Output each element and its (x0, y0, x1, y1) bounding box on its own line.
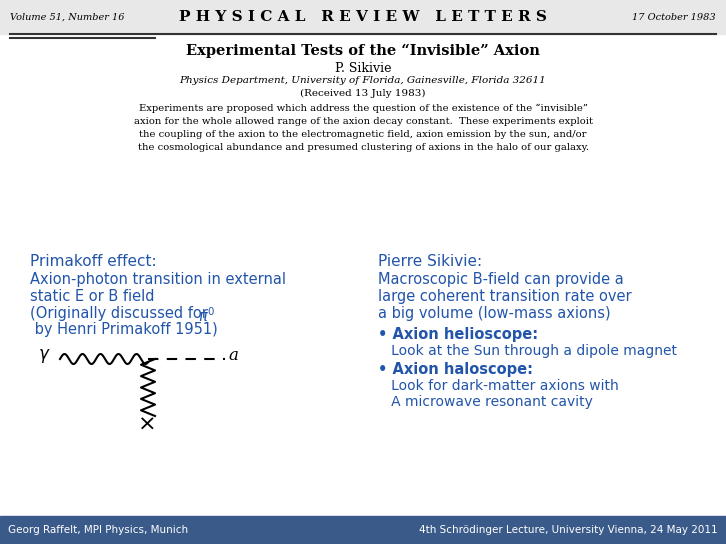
Text: Physics Department, University of Florida, Gainesville, Florida 32611: Physics Department, University of Florid… (179, 76, 547, 85)
Text: Pierre Sikivie:: Pierre Sikivie: (378, 254, 482, 269)
Text: 17 October 1983: 17 October 1983 (632, 13, 716, 22)
Text: the coupling of the axion to the electromagnetic field, axion emission by the su: the coupling of the axion to the electro… (139, 130, 587, 139)
Text: a: a (228, 348, 238, 364)
Text: Georg Raffelt, MPI Physics, Munich: Georg Raffelt, MPI Physics, Munich (8, 525, 188, 535)
Text: axion for the whole allowed range of the axion decay constant.  These experiment: axion for the whole allowed range of the… (134, 117, 592, 126)
Text: Look at the Sun through a dipole magnet: Look at the Sun through a dipole magnet (378, 344, 677, 358)
Text: P. Sikivie: P. Sikivie (335, 62, 391, 75)
Text: $\pi^0$: $\pi^0$ (198, 306, 216, 325)
Text: Macroscopic B-field can provide a: Macroscopic B-field can provide a (378, 272, 624, 287)
Text: Look for dark-matter axions with: Look for dark-matter axions with (378, 379, 619, 393)
Text: $\gamma$: $\gamma$ (38, 347, 51, 365)
Bar (0, 0, 726, 34)
Text: $\times$: $\times$ (137, 413, 155, 435)
Text: • Axion haloscope:: • Axion haloscope: (378, 362, 533, 377)
Text: Experimental Tests of the “Invisible” Axion: Experimental Tests of the “Invisible” Ax… (186, 44, 540, 58)
Text: large coherent transition rate over: large coherent transition rate over (378, 289, 632, 304)
Text: (Originally discussed for: (Originally discussed for (30, 306, 213, 321)
Text: Experiments are proposed which address the question of the existence of the “inv: Experiments are proposed which address t… (139, 104, 587, 113)
Text: by Henri Primakoff 1951): by Henri Primakoff 1951) (30, 322, 218, 337)
Text: • Axion helioscope:: • Axion helioscope: (378, 327, 538, 342)
Text: the cosmological abundance and presumed clustering of axions in the halo of our : the cosmological abundance and presumed … (137, 143, 589, 152)
Text: a big volume (low-mass axions): a big volume (low-mass axions) (378, 306, 611, 321)
Text: Axion-photon transition in external: Axion-photon transition in external (30, 272, 286, 287)
Text: Volume 51, Number 16: Volume 51, Number 16 (10, 13, 124, 22)
Text: A microwave resonant cavity: A microwave resonant cavity (378, 395, 593, 409)
Bar (0, 516, 726, 544)
Text: static E or B field: static E or B field (30, 289, 155, 304)
Text: (Received 13 July 1983): (Received 13 July 1983) (301, 89, 425, 98)
Text: Primakoff effect:: Primakoff effect: (30, 254, 157, 269)
Text: P H Y S I C A L   R E V I E W   L E T T E R S: P H Y S I C A L R E V I E W L E T T E R … (179, 10, 547, 24)
Text: 4th Schrödinger Lecture, University Vienna, 24 May 2011: 4th Schrödinger Lecture, University Vien… (420, 525, 718, 535)
